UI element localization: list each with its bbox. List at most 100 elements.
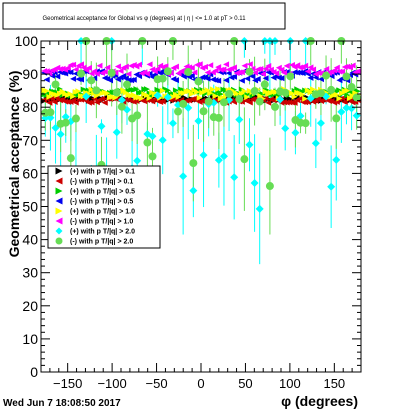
data-point <box>249 73 256 80</box>
data-point <box>172 77 179 84</box>
data-point <box>93 70 100 77</box>
data-point <box>148 132 157 141</box>
data-point <box>349 62 356 69</box>
data-point <box>72 70 79 77</box>
data-point <box>230 73 237 80</box>
data-point <box>136 61 143 68</box>
data-point <box>151 68 158 75</box>
data-point <box>70 93 77 100</box>
data-point <box>122 63 129 70</box>
data-point <box>212 67 219 74</box>
data-point <box>327 182 336 191</box>
data-point <box>246 61 253 68</box>
data-point <box>189 159 198 168</box>
data-point <box>174 107 183 116</box>
data-point <box>112 128 121 137</box>
data-point <box>97 122 106 131</box>
data-point <box>254 66 261 73</box>
x-axis-label: φ (degrees) <box>281 393 358 409</box>
data-point <box>238 69 245 76</box>
legend-label: (-) with p T/|q| > 1.0 <box>70 219 133 226</box>
data-point <box>188 91 195 98</box>
data-point <box>159 98 166 105</box>
data-point <box>75 76 82 83</box>
data-point <box>311 139 320 148</box>
data-point <box>315 69 322 76</box>
data-point <box>217 66 224 73</box>
legend-label: (+) with p T/|q| > 1.0 <box>70 209 135 216</box>
data-point <box>107 77 114 84</box>
data-point <box>214 113 223 122</box>
data-point <box>183 97 190 104</box>
data-point <box>41 67 48 74</box>
data-point <box>244 94 251 101</box>
data-point <box>61 118 70 127</box>
x-tick-label: 150 <box>323 376 345 391</box>
data-point <box>154 65 161 72</box>
y-tick-label: 80 <box>22 99 38 115</box>
data-point <box>238 77 245 84</box>
data-point <box>219 152 228 161</box>
data-point <box>64 64 71 71</box>
y-tick-label: 90 <box>22 66 38 82</box>
x-tick-label: 100 <box>279 376 301 391</box>
data-point <box>133 86 140 93</box>
data-point <box>288 90 295 97</box>
data-point <box>286 72 295 81</box>
data-point <box>158 74 167 83</box>
legend-label: (+) with p T/|q| > 0.5 <box>70 189 135 196</box>
data-point <box>296 69 303 76</box>
data-point <box>93 92 100 99</box>
data-point <box>281 99 288 106</box>
data-point <box>148 152 157 161</box>
data-point <box>168 119 177 128</box>
data-point <box>93 99 100 106</box>
data-point <box>75 88 82 95</box>
data-point <box>112 88 121 97</box>
data-point <box>278 66 285 73</box>
data-point <box>46 113 55 122</box>
data-point <box>281 88 290 97</box>
y-tick-label: 40 <box>22 232 38 248</box>
data-point <box>51 80 60 89</box>
data-point <box>85 99 92 106</box>
data-point <box>341 99 348 106</box>
data-point <box>158 136 167 145</box>
title-box: Geometrical acceptance for Global vs φ (… <box>2 2 286 30</box>
data-point <box>157 98 164 105</box>
data-point <box>61 112 70 121</box>
data-point <box>133 156 142 165</box>
data-point <box>70 61 77 68</box>
data-point <box>302 99 309 106</box>
data-point <box>212 77 219 84</box>
data-point <box>130 76 137 83</box>
data-point <box>117 68 124 75</box>
data-point <box>255 97 264 106</box>
data-point <box>66 154 75 163</box>
data-point <box>310 66 317 73</box>
data-point <box>244 75 251 82</box>
data-point <box>336 87 343 94</box>
data-point <box>299 91 306 98</box>
y-tick-label: 100 <box>15 33 39 49</box>
y-tick-label: 0 <box>30 364 38 380</box>
data-point <box>146 61 153 68</box>
data-point <box>196 94 203 101</box>
axes: −150 −100 −50 0 50 100 150 0 10 20 30 40 50 60 70 80 90 1… <box>15 33 361 391</box>
data-point <box>51 99 58 106</box>
data-point <box>316 119 325 128</box>
data-point <box>165 87 172 94</box>
data-point <box>199 107 208 116</box>
data-point <box>271 102 280 111</box>
data-point <box>265 182 274 191</box>
data-point <box>288 99 295 106</box>
data-point <box>332 155 341 164</box>
data-point <box>214 156 223 165</box>
x-tick-label: 50 <box>238 376 252 391</box>
data-point <box>143 138 152 147</box>
data-markers <box>41 37 361 213</box>
legend-box <box>47 165 161 249</box>
data-point <box>302 62 309 69</box>
data-point <box>72 99 79 106</box>
data-point <box>225 89 234 98</box>
